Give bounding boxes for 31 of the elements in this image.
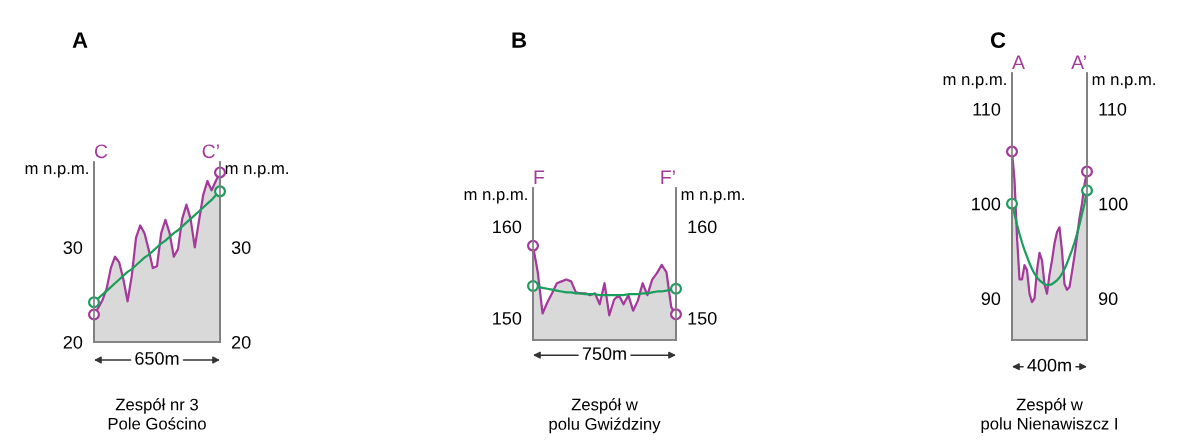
y-tick-label: 100 <box>972 197 1001 211</box>
y-axis-title: m n.p.m. <box>943 76 1006 89</box>
text: 650m <box>135 352 179 365</box>
chart-title: A <box>72 32 88 48</box>
text: F’ <box>661 170 675 184</box>
text: 400m <box>1027 358 1071 372</box>
text: Zespół nr 3 Pole Gościno <box>108 398 206 430</box>
chart-title: B <box>512 32 527 48</box>
y2-axis-title: m n.p.m. <box>1092 76 1155 89</box>
y2-axis-title: m n.p.m. <box>681 191 744 204</box>
y2-tick-label: 110 <box>1099 102 1127 116</box>
y2-tick-label: 30 <box>231 241 251 254</box>
y-axis-title: m n.p.m. <box>464 191 527 204</box>
y2-axis-title: m n.p.m. <box>225 165 288 178</box>
y2-tick-label: 100 <box>1099 197 1128 211</box>
y-tick-label: 90 <box>981 292 1001 306</box>
text: Zespół w polu Gwiździny <box>549 398 661 434</box>
y2-tick-label: 20 <box>232 335 251 349</box>
text: Zespół w polu Nienawiszcz I <box>981 398 1117 433</box>
text: C’ <box>202 144 219 159</box>
y2-tick-label: 90 <box>1098 292 1118 306</box>
y-tick-label: 110 <box>973 102 1001 116</box>
text: F <box>534 170 545 184</box>
y2-tick-label: 150 <box>688 311 717 325</box>
text: 750m <box>582 347 626 361</box>
text: A’ <box>1071 55 1086 69</box>
chart-title: C <box>990 32 1006 48</box>
y2-tick-label: 160 <box>688 220 717 234</box>
y-axis-title: m n.p.m. <box>25 165 88 178</box>
text: C <box>94 144 108 159</box>
text: A <box>1012 55 1025 69</box>
